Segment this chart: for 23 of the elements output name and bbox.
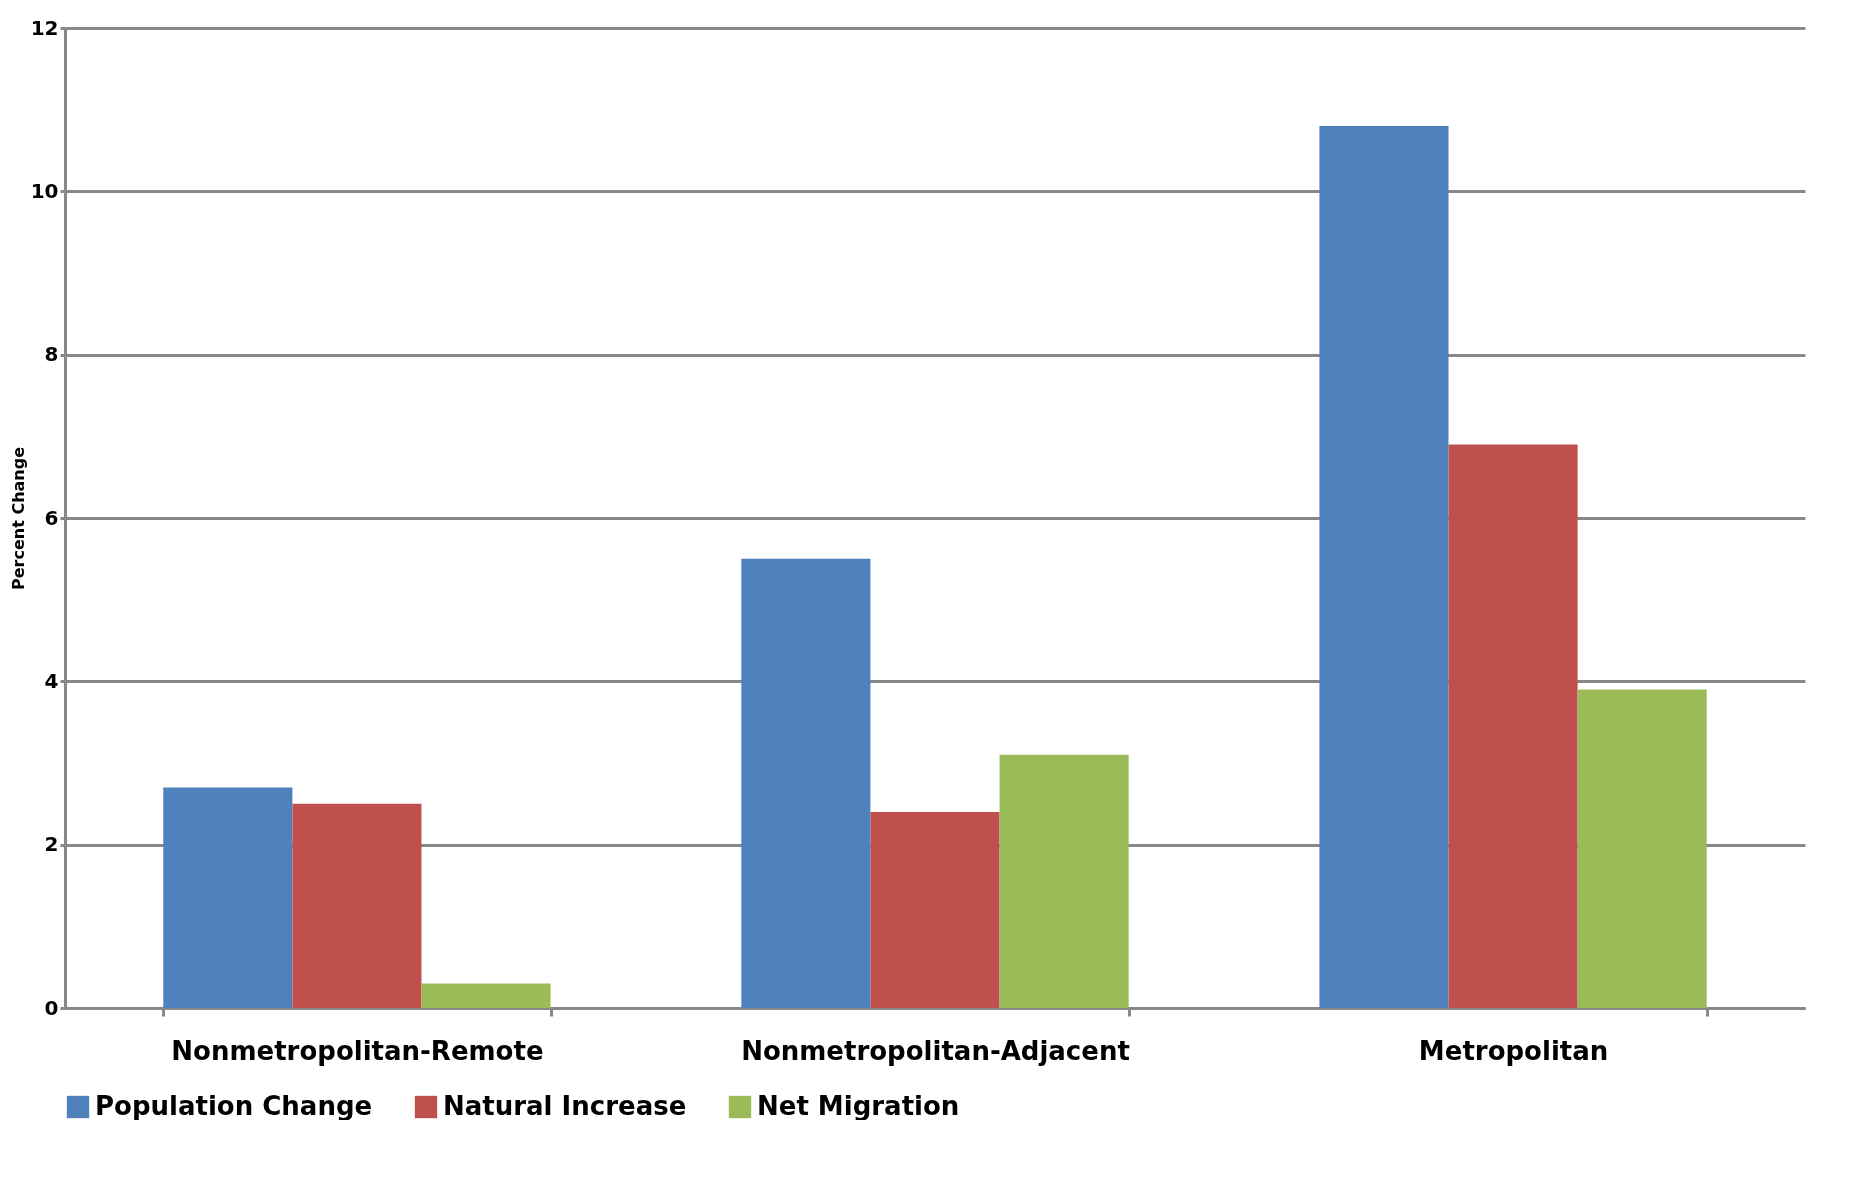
y-axis-title: Percent Change bbox=[8, 446, 28, 591]
bar bbox=[870, 812, 1000, 1008]
bar bbox=[1319, 126, 1449, 1008]
x-tick-label: Metropolitan bbox=[1418, 1035, 1609, 1066]
bar bbox=[741, 558, 871, 1008]
bar bbox=[1577, 689, 1707, 1008]
bar bbox=[421, 983, 551, 1008]
y-tick-label: 8 bbox=[44, 342, 59, 367]
bar bbox=[163, 787, 293, 1008]
y-tick-label: 4 bbox=[44, 668, 59, 693]
y-tick-label: 0 bbox=[44, 995, 59, 1020]
legend-label: Population Change bbox=[95, 1091, 373, 1121]
bar bbox=[292, 803, 422, 1008]
bar bbox=[999, 754, 1129, 1008]
x-tick-label: Nonmetropolitan-Remote bbox=[171, 1035, 544, 1066]
y-tick-label: 2 bbox=[44, 832, 59, 857]
y-tick-label: 12 bbox=[30, 15, 59, 40]
bar bbox=[1448, 444, 1578, 1008]
y-tick-label: 6 bbox=[44, 505, 59, 530]
x-tick-label: Nonmetropolitan-Adjacent bbox=[741, 1035, 1130, 1066]
legend-label: Natural Increase bbox=[443, 1091, 687, 1121]
y-tick-label: 10 bbox=[30, 178, 59, 203]
legend-label: Net Migration bbox=[757, 1091, 960, 1121]
